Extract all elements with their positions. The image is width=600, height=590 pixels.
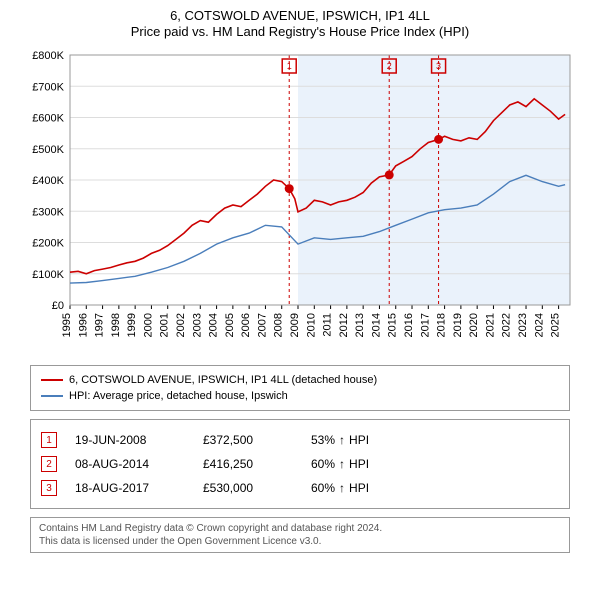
sale-marker-icon: 3 (41, 480, 57, 496)
sale-date: 19-JUN-2008 (75, 433, 185, 447)
footer-line: Contains HM Land Registry data © Crown c… (39, 522, 561, 535)
svg-text:2004: 2004 (208, 313, 220, 337)
sale-date: 08-AUG-2014 (75, 457, 185, 471)
chart-title: 6, COTSWOLD AVENUE, IPSWICH, IP1 4LL (20, 8, 580, 23)
legend-swatch (41, 395, 63, 397)
sale-marker-icon: 2 (41, 456, 57, 472)
legend-swatch (41, 379, 63, 381)
svg-text:2014: 2014 (370, 313, 382, 337)
svg-text:2012: 2012 (338, 313, 350, 337)
sale-hpi: 60% ↑ HPI (311, 481, 369, 495)
svg-text:2002: 2002 (175, 313, 187, 337)
sales-table: 1 19-JUN-2008 £372,500 53% ↑ HPI 2 08-AU… (30, 419, 570, 509)
svg-text:2010: 2010 (305, 313, 317, 337)
svg-text:£400K: £400K (32, 175, 64, 187)
arrow-up-icon: ↑ (339, 433, 345, 447)
sale-hpi: 53% ↑ HPI (311, 433, 369, 447)
svg-text:1995: 1995 (61, 313, 73, 337)
svg-text:2011: 2011 (322, 313, 334, 337)
svg-text:2009: 2009 (289, 313, 301, 337)
legend: 6, COTSWOLD AVENUE, IPSWICH, IP1 4LL (de… (30, 365, 570, 411)
legend-item: 6, COTSWOLD AVENUE, IPSWICH, IP1 4LL (de… (41, 372, 559, 388)
svg-text:2006: 2006 (240, 313, 252, 337)
svg-text:2013: 2013 (354, 313, 366, 337)
svg-text:2: 2 (387, 61, 392, 71)
svg-text:1998: 1998 (110, 313, 122, 337)
svg-text:2007: 2007 (256, 313, 268, 337)
legend-label: 6, COTSWOLD AVENUE, IPSWICH, IP1 4LL (de… (69, 374, 377, 386)
footer-attribution: Contains HM Land Registry data © Crown c… (30, 517, 570, 553)
svg-text:2017: 2017 (419, 313, 431, 337)
svg-text:2008: 2008 (273, 313, 285, 337)
sale-hpi: 60% ↑ HPI (311, 457, 369, 471)
svg-text:2003: 2003 (191, 313, 203, 337)
svg-text:£600K: £600K (32, 113, 64, 125)
svg-text:2025: 2025 (550, 313, 562, 337)
svg-text:£0: £0 (52, 300, 64, 312)
sale-row: 1 19-JUN-2008 £372,500 53% ↑ HPI (41, 428, 559, 452)
svg-text:£200K: £200K (32, 238, 64, 250)
svg-text:2018: 2018 (436, 313, 448, 337)
svg-text:£500K: £500K (32, 144, 64, 156)
svg-text:£800K: £800K (32, 50, 64, 62)
svg-text:2000: 2000 (142, 313, 154, 337)
svg-text:2019: 2019 (452, 313, 464, 337)
chart-subtitle: Price paid vs. HM Land Registry's House … (20, 24, 580, 39)
svg-text:2001: 2001 (159, 313, 171, 337)
svg-text:1997: 1997 (94, 313, 106, 337)
svg-text:1: 1 (287, 61, 292, 71)
svg-text:2016: 2016 (403, 313, 415, 337)
legend-label: HPI: Average price, detached house, Ipsw… (69, 390, 288, 402)
sale-price: £372,500 (203, 433, 293, 447)
svg-text:2020: 2020 (468, 313, 480, 337)
sale-price: £530,000 (203, 481, 293, 495)
svg-text:2024: 2024 (533, 313, 545, 337)
sale-price: £416,250 (203, 457, 293, 471)
sale-marker-icon: 1 (41, 432, 57, 448)
svg-text:1996: 1996 (77, 313, 89, 337)
svg-text:£700K: £700K (32, 81, 64, 93)
svg-text:2021: 2021 (484, 313, 496, 337)
svg-text:2005: 2005 (224, 313, 236, 337)
sale-row: 2 08-AUG-2014 £416,250 60% ↑ HPI (41, 452, 559, 476)
legend-item: HPI: Average price, detached house, Ipsw… (41, 388, 559, 404)
svg-text:2015: 2015 (387, 313, 399, 337)
chart-plot-area: £0 £100K £200K £300K £400K £500K £600K £700K £80… (20, 45, 580, 355)
chart-svg: £0 £100K £200K £300K £400K £500K £600K £700K £80… (20, 45, 580, 355)
sale-date: 18-AUG-2017 (75, 481, 185, 495)
arrow-up-icon: ↑ (339, 481, 345, 495)
arrow-up-icon: ↑ (339, 457, 345, 471)
svg-text:2022: 2022 (501, 313, 513, 337)
svg-text:1999: 1999 (126, 313, 138, 337)
svg-text:3: 3 (436, 61, 441, 71)
title-block: 6, COTSWOLD AVENUE, IPSWICH, IP1 4LL Pri… (20, 8, 580, 39)
svg-text:2023: 2023 (517, 313, 529, 337)
footer-line: This data is licensed under the Open Gov… (39, 535, 561, 548)
sale-row: 3 18-AUG-2017 £530,000 60% ↑ HPI (41, 476, 559, 500)
svg-text:£100K: £100K (32, 269, 64, 281)
chart-container: 6, COTSWOLD AVENUE, IPSWICH, IP1 4LL Pri… (0, 0, 600, 561)
svg-text:£300K: £300K (32, 206, 64, 218)
